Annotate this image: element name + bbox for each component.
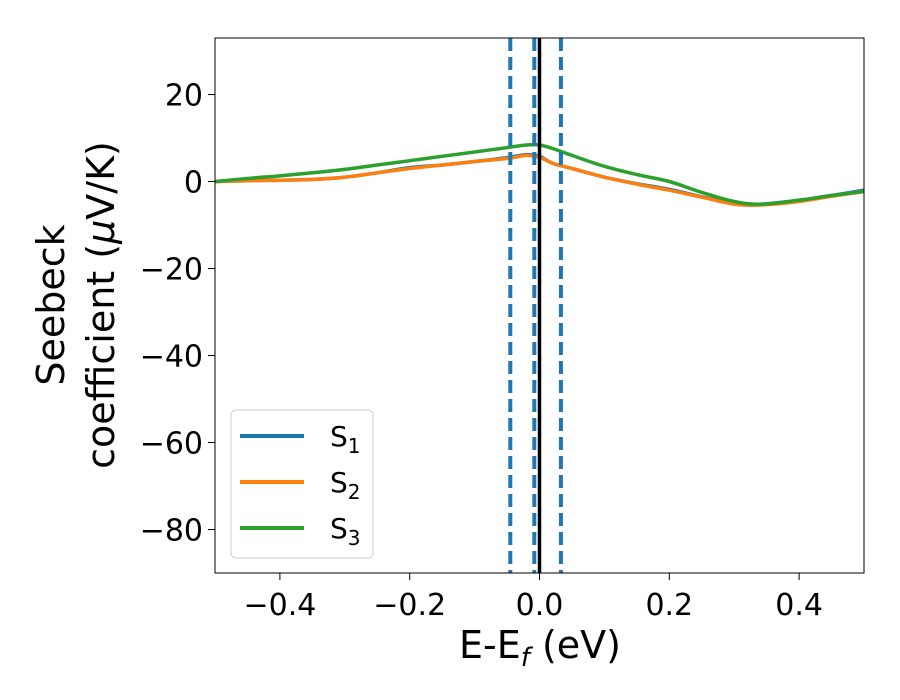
- legend: S1 S2 S3: [230, 409, 374, 559]
- y-tick-label: 20: [165, 79, 203, 114]
- y-axis-title-line2: coefficient (μV/K): [79, 141, 123, 469]
- x-axis-title: E-Ef (eV): [459, 623, 621, 673]
- vline-layer: [508, 38, 563, 573]
- x-axis-title-main: E-E: [459, 623, 521, 667]
- y-tick-label: 0: [184, 166, 203, 201]
- x-axis-title-unit: (eV): [530, 623, 621, 667]
- y-tick-label: −40: [140, 340, 203, 375]
- y-axis-title-line1: Seebeck: [29, 224, 73, 385]
- x-tick-label: 0.0: [516, 588, 564, 623]
- legend-label-s3: S3: [330, 512, 361, 550]
- y-axis-title-line2-start: coefficient (: [79, 244, 123, 469]
- legend-label-s1: S1: [330, 420, 361, 458]
- x-axis: −0.4 −0.2 0.0 0.2 0.4: [243, 573, 823, 623]
- x-tick-label: −0.2: [373, 588, 446, 623]
- y-axis-title-mu: μ: [79, 220, 123, 245]
- y-tick-label: −20: [140, 253, 203, 288]
- legend-entries: S1 S2 S3: [240, 420, 361, 550]
- legend-label-s2: S2: [330, 466, 361, 504]
- y-axis: −80 −60 −40 −20 0 20: [140, 79, 215, 549]
- x-tick-label: 0.2: [645, 588, 693, 623]
- y-tick-label: −80: [140, 514, 203, 549]
- x-tick-label: −0.4: [243, 588, 316, 623]
- x-tick-label: 0.4: [775, 588, 823, 623]
- y-tick-label: −60: [140, 427, 203, 462]
- y-axis-title-line2-end: V/K): [79, 141, 123, 220]
